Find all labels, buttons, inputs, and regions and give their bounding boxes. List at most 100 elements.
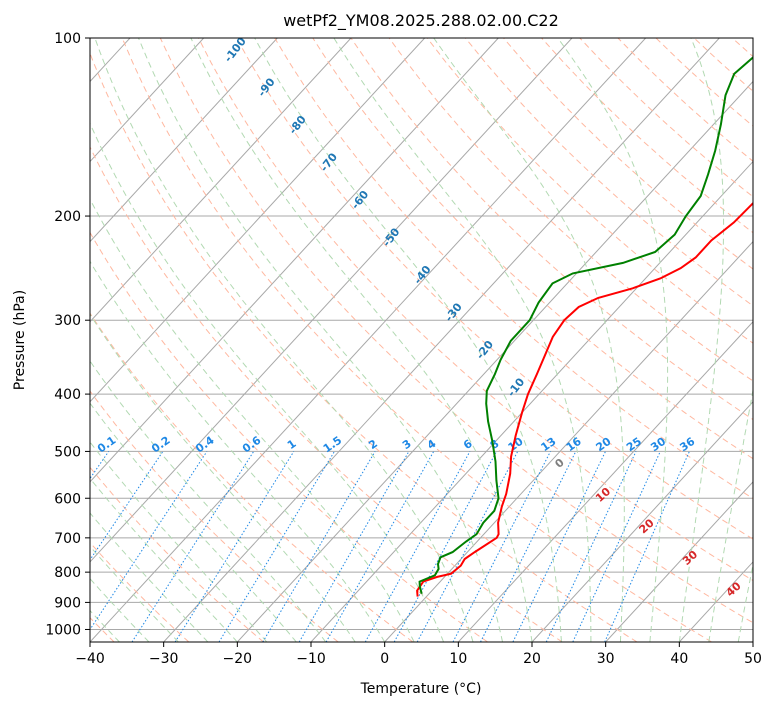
isotherm-line: [384, 240, 753, 642]
mixing-ratio-line: [298, 451, 410, 642]
chart-title: wetPf2_YM08.2025.288.02.00.C22: [283, 11, 559, 31]
dry-adiabat-line: [90, 312, 414, 642]
y-tick-label: 400: [54, 387, 81, 403]
temperature-profile-line: [416, 201, 753, 597]
dry-adiabat-line: [731, 38, 753, 58]
isotherm-line: [90, 38, 647, 642]
mixing-ratio-label: 0.4: [193, 433, 217, 455]
x-tick-label: −20: [223, 651, 253, 667]
x-tick-label: 30: [597, 651, 615, 667]
dry-adiabat-line: [426, 38, 753, 344]
dry-adiabat-label: -40: [411, 263, 434, 287]
dry-adiabat-line: [312, 38, 753, 460]
moist-adiabat-line: [433, 38, 625, 642]
mixing-ratio-line: [480, 451, 577, 642]
dry-adiabat-line: [90, 541, 190, 642]
isotherm-line: [90, 38, 205, 163]
isotherm-line: [90, 38, 426, 403]
dry-adiabat-line: [90, 231, 488, 642]
moist-adiabat-line: [254, 38, 562, 642]
mixing-ratio-line: [545, 451, 637, 642]
dewpoint-profile-line: [418, 56, 753, 594]
y-tick-label: 700: [54, 531, 81, 547]
y-tick-label: 100: [54, 31, 81, 47]
mixing-ratio-line: [512, 451, 606, 642]
moist-adiabat-line: [333, 38, 592, 642]
dry-adiabat-line: [121, 38, 712, 642]
mixing-ratio-line: [90, 451, 208, 631]
mixing-ratio-line: [325, 451, 435, 642]
dry-adiabat-label: -50: [380, 225, 403, 249]
dry-adiabat-line: [388, 38, 753, 382]
mixing-ratio-label: 1: [285, 437, 299, 452]
isotherm-line: [90, 38, 278, 243]
mixing-ratio-line: [218, 451, 335, 642]
dry-adiabat-line: [693, 38, 753, 92]
dry-adiabat-line: [655, 38, 753, 127]
dry-adiabat-label: -20: [474, 338, 497, 362]
isotherm-line: [90, 38, 352, 323]
isotherm-line: [90, 38, 499, 483]
y-axis-title: Pressure (hPa): [12, 290, 28, 390]
y-tick-label: 900: [54, 595, 81, 611]
moist-adiabat-line: [90, 360, 327, 642]
moist-adiabat-line: [90, 441, 268, 642]
x-tick-label: −10: [296, 651, 326, 667]
mixing-ratio-line: [393, 451, 497, 642]
x-tick-label: 10: [449, 651, 467, 667]
moist-adiabat-line: [94, 38, 474, 642]
moist-adiabat-label: 20: [637, 516, 657, 536]
moist-adiabat-label: 40: [724, 579, 744, 599]
dry-adiabat-label: -60: [349, 188, 372, 212]
dry-adiabat-line: [90, 466, 264, 642]
dry-adiabat-line: [90, 51, 638, 642]
moist-adiabat-line: [90, 122, 445, 642]
x-tick-label: 50: [744, 651, 762, 667]
isotherm-line: [457, 320, 753, 642]
mixing-ratio-line: [131, 451, 255, 642]
dry-adiabat-line: [770, 38, 775, 642]
dry-adiabat-line: [159, 38, 753, 624]
mixing-ratio-label: 1.5: [321, 434, 344, 456]
moist-adiabat-line: [90, 198, 415, 642]
isotherm-line: [0, 38, 56, 642]
moist-adiabat-label: 0: [552, 456, 567, 471]
mixing-ratio-line: [604, 451, 690, 642]
x-tick-label: 20: [523, 651, 541, 667]
moist-adiabat-line: [678, 38, 725, 642]
moist-adiabat-line: [708, 387, 753, 642]
mixing-ratio-line: [572, 451, 661, 642]
dry-adiabat-line: [198, 38, 753, 582]
dry-adiabat-label: -70: [318, 150, 341, 174]
isotherm-line: [236, 80, 753, 642]
isotherm-line: [752, 641, 753, 642]
isotherm-line: [531, 401, 753, 642]
y-tick-label: 600: [54, 491, 81, 507]
mixing-ratio-label: 6: [461, 437, 475, 452]
y-tick-label: 800: [54, 565, 81, 581]
mixing-ratio-line: [174, 451, 295, 642]
moist-adiabat-line: [737, 562, 753, 642]
y-tick-label: 1000: [45, 622, 81, 638]
dry-adiabat-line: [274, 38, 753, 500]
moist-adiabat-line: [90, 313, 356, 642]
x-tick-label: 40: [670, 651, 688, 667]
moist-adiabat-line: [90, 477, 238, 642]
x-tick-label: −40: [75, 651, 105, 667]
x-tick-label: −30: [149, 651, 179, 667]
x-axis-title: Temperature (°C): [360, 681, 482, 697]
mixing-ratio-label: 0.6: [240, 433, 264, 455]
mixing-ratio-label: 3: [400, 437, 414, 452]
moist-adiabat-line: [90, 402, 297, 642]
dry-adiabat-line: [503, 38, 753, 270]
dry-adiabat-label: -100: [222, 35, 249, 65]
isotherm-line: [605, 481, 753, 642]
dry-adiabat-label: -10: [505, 375, 528, 399]
y-tick-label: 200: [54, 209, 81, 225]
moist-adiabat-line: [138, 38, 503, 642]
mixing-ratio-label: 4: [425, 437, 439, 452]
mixing-ratio-line: [364, 451, 471, 642]
plot-frame: [89, 37, 754, 643]
y-tick-label: 300: [54, 313, 81, 329]
